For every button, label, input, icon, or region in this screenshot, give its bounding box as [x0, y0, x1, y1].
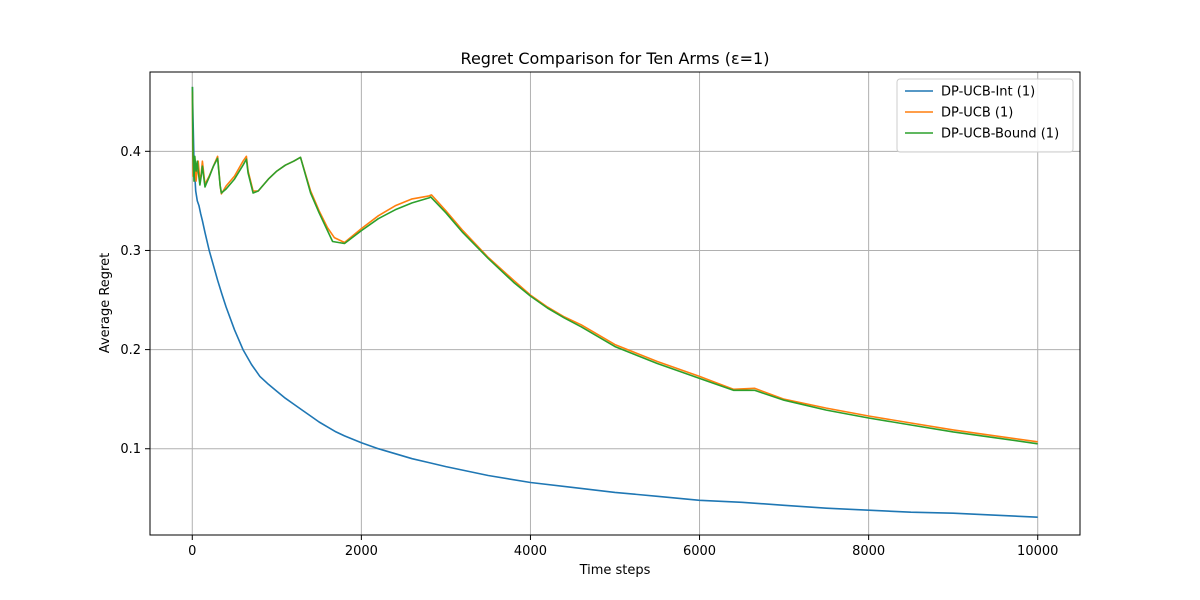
- legend: DP-UCB-Int (1) DP-UCB (1) DP-UCB-Bound (1): [896, 78, 1074, 153]
- legend-entry: DP-UCB (1): [941, 106, 1013, 121]
- series-line: [191, 86, 1038, 445]
- y-tick-label: 0.3: [120, 244, 141, 259]
- legend-entry: DP-UCB-Bound (1): [941, 127, 1059, 142]
- series-line: [191, 86, 1038, 518]
- x-tick-label: 6000: [683, 544, 716, 559]
- chart-title: Regret Comparison for Ten Arms (ε=1): [461, 49, 770, 68]
- series-layer: [191, 86, 1038, 518]
- y-tick-label: 0.4: [120, 145, 141, 160]
- y-tick-label: 0.2: [120, 343, 141, 358]
- legend-box: [896, 78, 1074, 153]
- x-axis: 0 2000 4000 6000 8000 10000: [188, 535, 1058, 559]
- x-tick-label: 10000: [1017, 544, 1058, 559]
- y-tick-label: 0.1: [120, 442, 141, 457]
- x-tick-label: 2000: [345, 544, 378, 559]
- x-tick-label: 8000: [852, 544, 885, 559]
- y-axis: 0.1 0.2 0.3 0.4: [120, 145, 150, 457]
- plot-frame: [149, 71, 1081, 536]
- y-axis-label: Average Regret: [98, 253, 113, 353]
- x-tick-label: 0: [188, 544, 196, 559]
- legend-entry: DP-UCB-Int (1): [941, 85, 1035, 100]
- x-tick-label: 4000: [514, 544, 547, 559]
- x-axis-label: Time steps: [579, 563, 651, 578]
